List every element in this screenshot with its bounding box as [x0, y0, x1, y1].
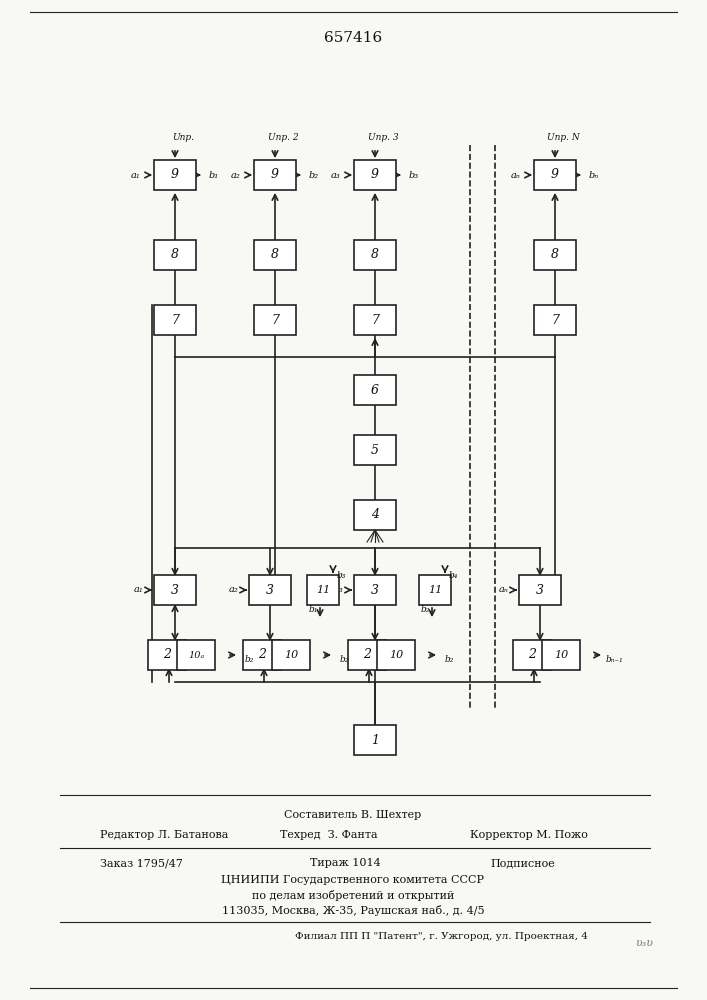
Text: Техред  З. Фанта: Техред З. Фанта: [280, 830, 378, 840]
Text: 9: 9: [551, 168, 559, 182]
Text: 1: 1: [371, 734, 379, 746]
FancyBboxPatch shape: [348, 640, 386, 670]
Text: a₁: a₁: [131, 170, 141, 180]
Text: Заказ 1795/47: Заказ 1795/47: [100, 858, 183, 868]
FancyBboxPatch shape: [534, 240, 576, 270]
FancyBboxPatch shape: [272, 640, 310, 670]
FancyBboxPatch shape: [243, 640, 281, 670]
Text: Uпр. 3: Uпр. 3: [368, 133, 398, 142]
FancyBboxPatch shape: [354, 435, 396, 465]
FancyBboxPatch shape: [354, 375, 396, 405]
Text: b₃: b₃: [409, 170, 419, 180]
FancyBboxPatch shape: [154, 240, 196, 270]
Text: b₂: b₂: [245, 656, 254, 664]
FancyBboxPatch shape: [254, 160, 296, 190]
Text: 3: 3: [171, 584, 179, 596]
FancyBboxPatch shape: [534, 160, 576, 190]
Text: 7: 7: [551, 314, 559, 326]
Text: b₁: b₁: [209, 170, 219, 180]
Text: 2: 2: [258, 648, 266, 662]
Text: 657416: 657416: [324, 31, 382, 45]
Text: a₃: a₃: [334, 585, 344, 594]
Text: b₁: b₁: [308, 605, 317, 614]
FancyBboxPatch shape: [542, 640, 580, 670]
FancyBboxPatch shape: [254, 305, 296, 335]
Text: bₙ: bₙ: [589, 170, 599, 180]
Text: Uпр. 2: Uпр. 2: [268, 133, 298, 142]
Text: a₂: a₂: [229, 585, 239, 594]
Text: bₙ₋₁: bₙ₋₁: [605, 656, 623, 664]
Text: b₂: b₂: [444, 656, 454, 664]
Text: 6: 6: [371, 383, 379, 396]
Text: 8: 8: [271, 248, 279, 261]
Text: Подписное: Подписное: [490, 858, 555, 868]
Text: 5: 5: [371, 444, 379, 456]
FancyBboxPatch shape: [249, 575, 291, 605]
Text: Составитель В. Шехтер: Составитель В. Шехтер: [284, 810, 421, 820]
Text: 11: 11: [428, 585, 442, 595]
Text: 2: 2: [363, 648, 371, 662]
Text: 8: 8: [551, 248, 559, 261]
FancyBboxPatch shape: [154, 575, 196, 605]
Text: a₁: a₁: [134, 585, 144, 594]
Text: 4: 4: [371, 508, 379, 522]
Text: 9: 9: [371, 168, 379, 182]
Text: Uпр.: Uпр.: [172, 133, 194, 142]
Text: 3: 3: [266, 584, 274, 596]
FancyBboxPatch shape: [254, 240, 296, 270]
Text: b₄: b₄: [448, 570, 457, 580]
FancyBboxPatch shape: [354, 725, 396, 755]
Text: 8: 8: [171, 248, 179, 261]
FancyBboxPatch shape: [519, 575, 561, 605]
Text: 10: 10: [284, 650, 298, 660]
Text: ʋ₃ʋ: ʋ₃ʋ: [635, 938, 653, 948]
Text: 8: 8: [371, 248, 379, 261]
FancyBboxPatch shape: [148, 640, 186, 670]
FancyBboxPatch shape: [513, 640, 551, 670]
Text: 3: 3: [536, 584, 544, 596]
FancyBboxPatch shape: [419, 575, 451, 605]
Text: Филиал ПП П "Патент", г. Ужгород, ул. Проектная, 4: Филиал ПП П "Патент", г. Ужгород, ул. Пр…: [295, 932, 588, 941]
FancyBboxPatch shape: [307, 575, 339, 605]
Text: aₙ: aₙ: [511, 170, 521, 180]
FancyBboxPatch shape: [177, 640, 215, 670]
Text: 11: 11: [316, 585, 330, 595]
Text: 10ₐ: 10ₐ: [188, 650, 204, 660]
Text: ЦНИИПИ Государственного комитета СССР: ЦНИИПИ Государственного комитета СССР: [221, 875, 484, 885]
Text: b₂: b₂: [421, 605, 430, 614]
FancyBboxPatch shape: [354, 500, 396, 530]
Text: Редактор Л. Батанова: Редактор Л. Батанова: [100, 830, 228, 840]
Text: Тираж 1014: Тираж 1014: [310, 858, 381, 868]
FancyBboxPatch shape: [354, 160, 396, 190]
Text: 9: 9: [171, 168, 179, 182]
Text: b₂: b₂: [339, 656, 349, 664]
Text: Корректор М. Пожо: Корректор М. Пожо: [470, 830, 588, 840]
Text: 7: 7: [171, 314, 179, 326]
Text: b₂: b₂: [309, 170, 319, 180]
Text: a₃: a₃: [331, 170, 341, 180]
FancyBboxPatch shape: [377, 640, 415, 670]
Text: aₙ: aₙ: [499, 585, 509, 594]
Text: 3: 3: [371, 584, 379, 596]
Text: 9: 9: [271, 168, 279, 182]
Text: 2: 2: [163, 648, 171, 662]
Text: 2: 2: [528, 648, 536, 662]
FancyBboxPatch shape: [354, 240, 396, 270]
Text: 10: 10: [554, 650, 568, 660]
Text: 113035, Москва, Ж-35, Раушская наб., д. 4/5: 113035, Москва, Ж-35, Раушская наб., д. …: [222, 905, 484, 916]
Text: по делам изобретений и открытий: по делам изобретений и открытий: [252, 890, 454, 901]
FancyBboxPatch shape: [354, 305, 396, 335]
Text: a₂: a₂: [231, 170, 241, 180]
FancyBboxPatch shape: [354, 575, 396, 605]
FancyBboxPatch shape: [534, 305, 576, 335]
Text: 10: 10: [389, 650, 403, 660]
Text: Uпр. N: Uпр. N: [547, 133, 579, 142]
Text: b₃: b₃: [337, 570, 346, 580]
FancyBboxPatch shape: [154, 160, 196, 190]
FancyBboxPatch shape: [154, 305, 196, 335]
Text: 7: 7: [371, 314, 379, 326]
Text: 7: 7: [271, 314, 279, 326]
